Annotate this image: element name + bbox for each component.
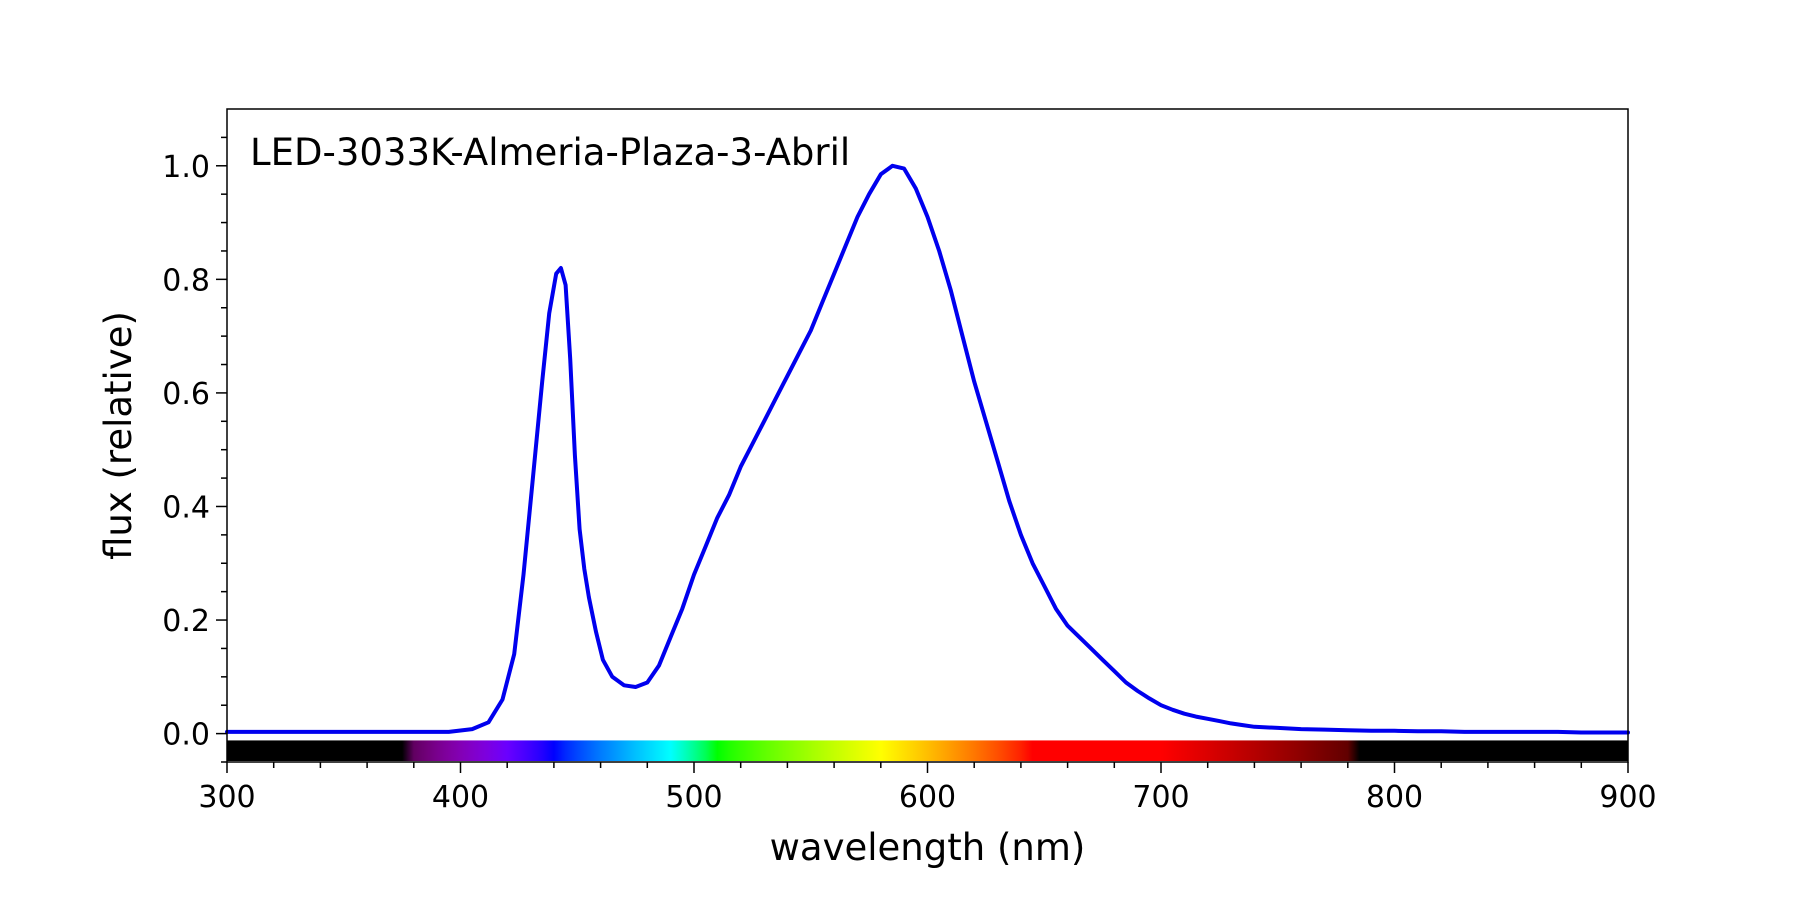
y-tick-label: 0.0 [162, 718, 210, 753]
y-axis: 0.0 0.2 0.4 0.6 0.8 1.0 [162, 136, 227, 763]
x-axis: 300 400 500 600 700 800 900 [198, 762, 1657, 815]
x-tick-label: 600 [899, 780, 956, 815]
y-tick-label: 0.8 [162, 263, 210, 298]
y-tick-label: 0.4 [162, 490, 210, 525]
x-tick-label: 900 [1599, 780, 1656, 815]
x-tick-label: 800 [1366, 780, 1423, 815]
spectrum-color-bar [227, 740, 1628, 761]
chart-annotation: LED-3033K-Almeria-Plaza-3-Abril [250, 131, 850, 174]
series-line-flux [225, 163, 1630, 735]
x-tick-label: 300 [198, 780, 255, 815]
plot-frame [226, 108, 1629, 763]
x-axis-label: wavelength (nm) [770, 826, 1086, 869]
y-tick-label: 0.6 [162, 377, 210, 412]
y-tick-label: 1.0 [162, 150, 210, 185]
x-tick-label: 400 [432, 780, 489, 815]
y-axis-label: flux (relative) [97, 311, 140, 560]
x-tick-label: 700 [1132, 780, 1189, 815]
x-tick-label: 500 [665, 780, 722, 815]
y-tick-label: 0.2 [162, 604, 210, 639]
